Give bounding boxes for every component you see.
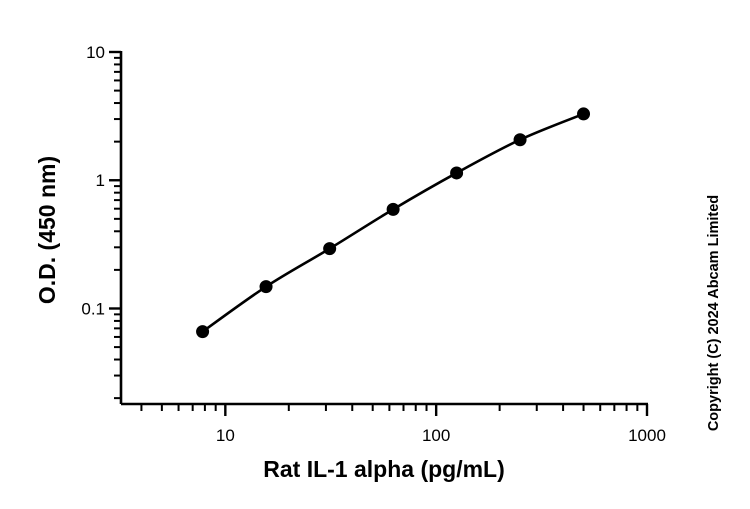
data-point — [196, 325, 210, 339]
fit-curve — [201, 112, 585, 333]
y-tick-label: 1 — [96, 171, 105, 190]
x-axis-title: Rat IL-1 alpha (pg/mL) — [263, 456, 505, 482]
ticks: 10 1 0.1 10 100 1000 — [81, 43, 666, 445]
y-tick-label: 0.1 — [81, 299, 105, 318]
data-point — [323, 242, 337, 256]
data-points — [196, 107, 591, 339]
data-point — [386, 202, 400, 216]
data-point — [577, 107, 591, 121]
axes — [119, 51, 648, 406]
x-tick-label: 100 — [422, 426, 450, 445]
x-tick-label: 10 — [216, 426, 235, 445]
y-axis-title: O.D. (450 nm) — [34, 156, 60, 304]
data-point — [450, 166, 464, 180]
data-point — [513, 133, 527, 147]
data-point — [259, 280, 273, 294]
x-tick-label: 1000 — [628, 426, 666, 445]
y-tick-label: 10 — [86, 43, 105, 62]
copyright-annotation: Copyright (C) 2024 Abcam Limited — [706, 195, 722, 431]
